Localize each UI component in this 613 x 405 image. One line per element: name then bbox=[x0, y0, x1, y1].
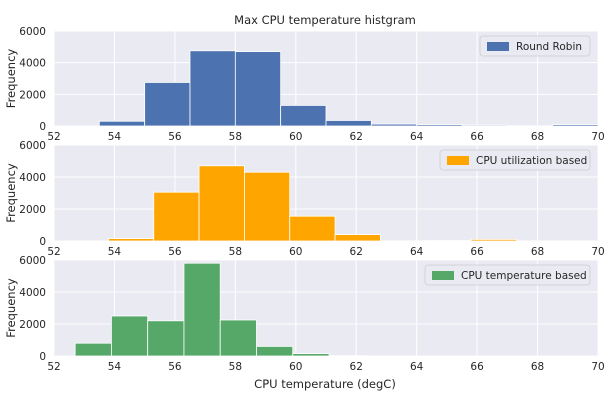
histogram-bar bbox=[183, 262, 221, 357]
x-tick-label: 68 bbox=[531, 131, 544, 143]
x-tick-label: 54 bbox=[108, 361, 122, 373]
histogram-bar bbox=[111, 315, 149, 357]
histogram-bar bbox=[243, 171, 291, 242]
legend-box bbox=[439, 149, 591, 171]
histogram-bar bbox=[470, 238, 517, 242]
x-tick-label: 70 bbox=[591, 361, 604, 373]
y-tick-label: 4000 bbox=[19, 287, 46, 299]
x-tick-label: 70 bbox=[591, 246, 604, 258]
x-tick-label: 70 bbox=[591, 131, 604, 143]
chart-title: Max CPU temperature histgram bbox=[234, 13, 416, 27]
x-tick-label: 52 bbox=[47, 131, 60, 143]
histogram-panels: 52 54 56 58 60 62 64 66 68 700200040006000Frequen… bbox=[4, 26, 605, 373]
histogram-bar bbox=[74, 342, 112, 357]
histogram-bar bbox=[325, 120, 372, 127]
x-tick-label: 66 bbox=[470, 361, 484, 373]
y-tick-label: 2000 bbox=[19, 204, 46, 216]
legend-swatch bbox=[487, 42, 509, 51]
y-tick-label: 4000 bbox=[19, 58, 46, 70]
histogram-bar bbox=[461, 124, 508, 127]
histogram-bar bbox=[189, 50, 236, 127]
histogram-bar bbox=[144, 82, 191, 127]
x-tick-label: 68 bbox=[531, 361, 544, 373]
y-tick-label: 0 bbox=[39, 236, 46, 248]
legend-box bbox=[424, 264, 591, 286]
histogram-bar bbox=[280, 105, 327, 127]
histogram-bar bbox=[198, 165, 245, 242]
legend: CPU temperature based bbox=[424, 264, 591, 286]
x-tick-label: 68 bbox=[531, 246, 544, 258]
histogram-bar bbox=[234, 51, 282, 127]
y-axis-label: Frequency bbox=[4, 163, 18, 223]
x-tick-label: 56 bbox=[168, 131, 182, 143]
histogram-bar bbox=[292, 353, 330, 357]
x-tick-label: 56 bbox=[168, 361, 182, 373]
y-tick-label: 0 bbox=[39, 351, 46, 363]
x-tick-label: 56 bbox=[168, 246, 182, 258]
legend: CPU utilization based bbox=[439, 149, 591, 171]
histogram-bar bbox=[108, 238, 155, 242]
histogram-bar bbox=[219, 319, 257, 357]
x-tick-label: 62 bbox=[350, 131, 363, 143]
legend-label: Round Robin bbox=[516, 41, 582, 53]
y-tick-label: 0 bbox=[39, 121, 46, 133]
legend: Round Robin bbox=[479, 35, 591, 57]
y-tick-label: 6000 bbox=[19, 255, 46, 267]
x-tick-label: 52 bbox=[47, 246, 60, 258]
y-tick-label: 6000 bbox=[19, 26, 46, 38]
y-tick-label: 4000 bbox=[19, 172, 46, 184]
x-tick-label: 66 bbox=[470, 131, 484, 143]
x-tick-label: 60 bbox=[289, 246, 302, 258]
x-tick-label: 64 bbox=[410, 246, 424, 258]
legend-label: CPU temperature based bbox=[461, 270, 587, 282]
histogram-bar bbox=[147, 320, 185, 357]
y-axis-label: Frequency bbox=[4, 49, 18, 109]
histogram-bar bbox=[334, 234, 381, 242]
x-tick-label: 60 bbox=[289, 131, 302, 143]
x-tick-label: 58 bbox=[229, 246, 242, 258]
histogram-panel-1: 52 54 56 58 60 62 64 66 68 70 0 2000 4000 6000Frequen… bbox=[4, 26, 605, 143]
x-tick-label: 54 bbox=[108, 131, 122, 143]
y-tick-label: 2000 bbox=[19, 319, 46, 331]
histogram-bar bbox=[153, 191, 200, 242]
y-axis-label: Frequency bbox=[4, 278, 18, 338]
x-tick-label: 52 bbox=[47, 361, 60, 373]
x-tick-label: 66 bbox=[470, 246, 484, 258]
legend-swatch bbox=[432, 271, 454, 280]
histogram-panel-2: 52 54 56 58 60 62 64 66 68 70 0 2000 4000 6000Frequen… bbox=[4, 140, 605, 258]
x-tick-label: 54 bbox=[108, 246, 122, 258]
histogram-bar bbox=[416, 124, 463, 127]
histogram-panel-3: 52 54 56 58 60 62 64 66 68 70 0 2000 4000 6000Frequen… bbox=[4, 255, 605, 373]
x-tick-label: 58 bbox=[229, 361, 242, 373]
y-tick-label: 6000 bbox=[19, 140, 46, 152]
x-tick-label: 62 bbox=[350, 361, 363, 373]
x-tick-label: 64 bbox=[410, 131, 424, 143]
histogram-bar bbox=[256, 345, 294, 357]
x-tick-label: 64 bbox=[410, 361, 424, 373]
histogram-bar bbox=[98, 120, 146, 127]
x-tick-label: 62 bbox=[350, 246, 363, 258]
histogram-bar bbox=[552, 124, 599, 127]
legend-swatch bbox=[447, 156, 469, 165]
y-tick-label: 2000 bbox=[19, 89, 46, 101]
histogram-bar bbox=[370, 123, 418, 127]
legend-label: CPU utilization based bbox=[476, 155, 587, 167]
histogram-bar bbox=[289, 215, 336, 242]
x-axis-label: CPU temperature (degC) bbox=[254, 377, 396, 391]
x-tick-label: 58 bbox=[229, 131, 242, 143]
x-tick-label: 60 bbox=[289, 361, 302, 373]
